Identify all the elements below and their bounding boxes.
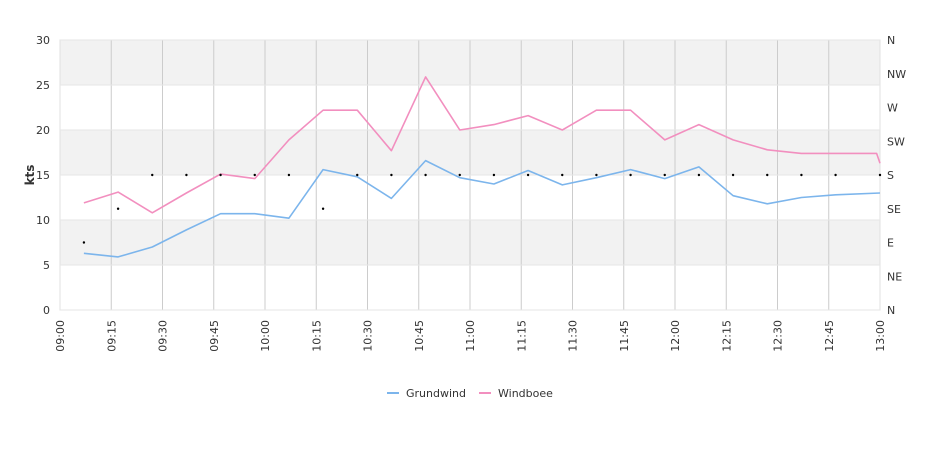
x-tick-label: 11:15: [515, 320, 528, 352]
direction-point: [766, 173, 769, 177]
direction-point: [526, 173, 530, 177]
x-tick-label: 09:15: [105, 320, 118, 352]
direction-point: [116, 207, 120, 210]
direction-point: [458, 173, 461, 177]
y2-tick-label: NE: [887, 270, 902, 283]
x-tick-label: 10:45: [413, 320, 426, 352]
y2-tick-label: N: [887, 304, 895, 317]
legend-label: Windboee: [498, 387, 553, 400]
direction-point: [356, 173, 359, 177]
y-tick-label: 15: [36, 169, 50, 182]
direction-point: [697, 173, 701, 177]
y2-tick-label: S: [887, 169, 894, 182]
x-tick-label: 11:00: [464, 320, 477, 352]
direction-points: [82, 173, 882, 244]
legend-item-windboee[interactable]: Windboee: [479, 387, 553, 400]
x-tick-label: 12:45: [823, 320, 836, 352]
legend-label: Grundwind: [406, 387, 466, 400]
direction-point: [834, 173, 837, 177]
direction-point: [287, 173, 291, 177]
y2-tick-label: E: [887, 237, 894, 250]
x-tick-label: 10:30: [362, 320, 375, 352]
y-tick-label: 20: [36, 124, 50, 137]
y-tick-label: 30: [36, 34, 50, 47]
y-tick-label: 5: [43, 259, 50, 272]
x-tick-label: 12:30: [772, 320, 785, 352]
direction-point: [219, 173, 222, 177]
direction-point: [492, 173, 496, 177]
y2-tick-label: W: [887, 102, 898, 115]
direction-point: [561, 173, 564, 177]
y-tick-label: 0: [43, 304, 50, 317]
x-tick-label: 12:15: [720, 320, 733, 352]
direction-point: [253, 173, 256, 177]
x-tick-label: 09:30: [157, 320, 170, 352]
x-tick-label: 10:00: [259, 320, 272, 352]
y2-tick-label: NW: [887, 68, 906, 81]
legend-item-grundwind[interactable]: Grundwind: [387, 387, 466, 400]
y2-tick-label: SW: [887, 135, 905, 148]
x-tick-label: 10:15: [310, 320, 323, 352]
direction-point: [800, 173, 803, 177]
y2-tick-label: N: [887, 34, 895, 47]
direction-point: [731, 173, 735, 177]
horizontal-grid: [60, 39, 880, 311]
direction-point: [151, 173, 154, 177]
direction-point: [185, 173, 188, 177]
x-tick-label: 12:00: [669, 320, 682, 352]
y-tick-label: 10: [36, 214, 50, 227]
y2-axis-ticks: N NE E SE S SW W NW N: [887, 34, 906, 317]
direction-point: [321, 207, 325, 210]
direction-point: [878, 173, 882, 177]
x-tick-label: 11:30: [567, 320, 580, 352]
direction-point: [629, 173, 632, 177]
direction-point: [595, 173, 598, 177]
direction-point: [663, 173, 666, 177]
x-axis-ticks: 09:00 09:15 09:30 09:45 10:00 10:15 10:30 10:45…: [54, 320, 887, 352]
x-tick-label: 09:45: [208, 320, 221, 352]
x-tick-label: 13:00: [874, 320, 887, 352]
direction-point: [82, 241, 86, 244]
legend[interactable]: Grundwind Windboee: [387, 387, 553, 400]
x-tick-label: 09:00: [54, 320, 67, 352]
y2-tick-label: SE: [887, 203, 901, 216]
direction-point: [390, 173, 393, 177]
direction-point: [424, 173, 427, 177]
y-axis-ticks: 0 5 10 15 20 25 30: [36, 34, 50, 317]
x-tick-label: 11:45: [618, 320, 631, 352]
y-axis-label: kts: [23, 165, 37, 186]
y-tick-label: 25: [36, 79, 50, 92]
series-line-grundwind: [83, 159, 881, 258]
